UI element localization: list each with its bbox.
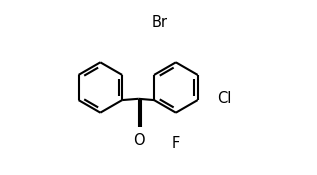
Text: Cl: Cl <box>217 91 231 106</box>
Text: Br: Br <box>152 15 167 30</box>
Text: O: O <box>133 133 145 148</box>
Text: F: F <box>172 136 180 151</box>
